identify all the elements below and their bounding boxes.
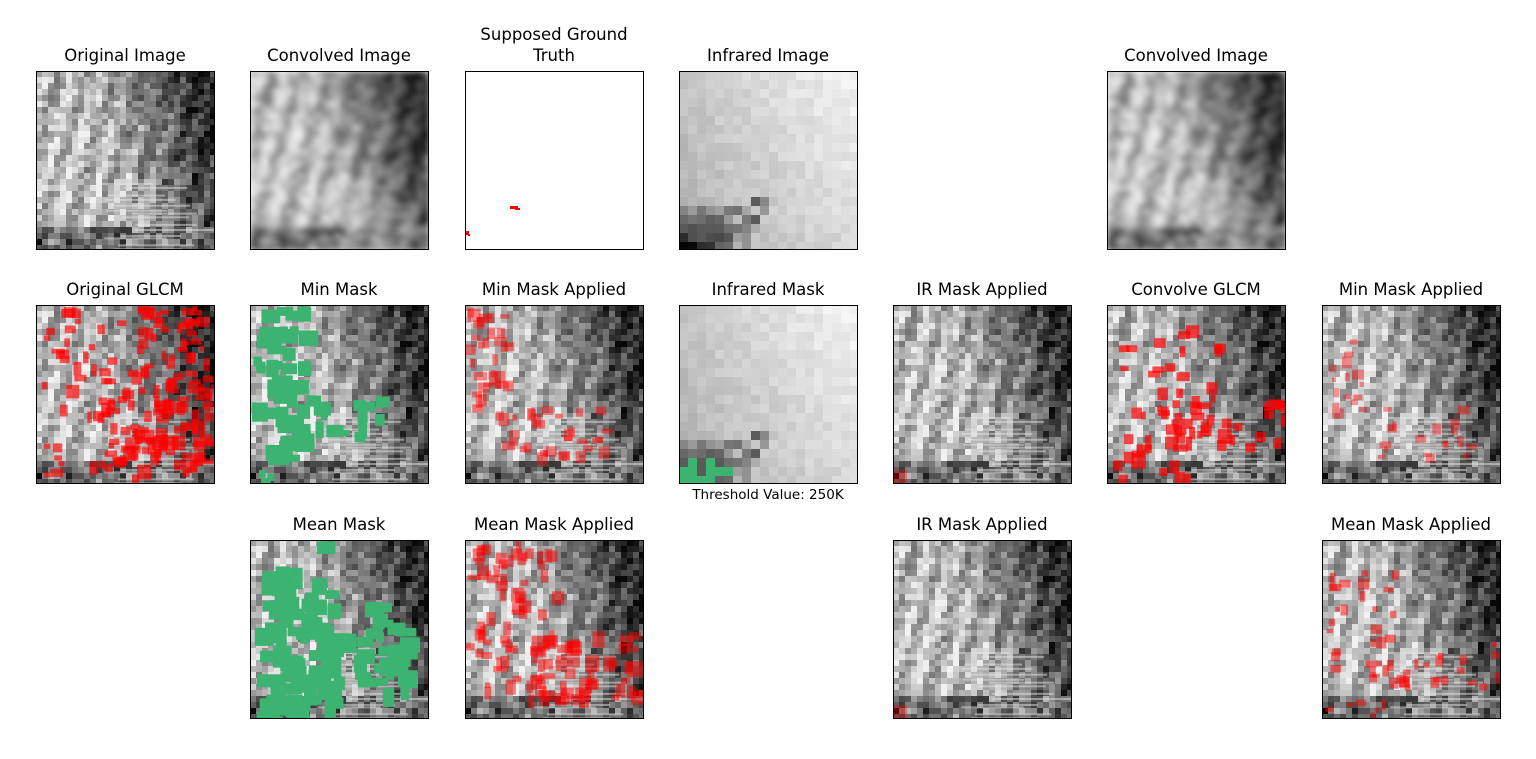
panel-original-glcm: Original GLCM: [36, 280, 215, 484]
panel-image: [1322, 540, 1500, 718]
panel-title: Convolve GLCM: [1131, 280, 1261, 299]
panel-title: Min Mask Applied: [481, 280, 627, 299]
panel-title: Convolved Image: [267, 46, 411, 65]
panel-title: IR Mask Applied: [916, 280, 1048, 299]
panel-title: Original Image: [64, 46, 186, 65]
panel-infrared-mask: Infrared Mask Threshold Value: 250K: [679, 280, 858, 503]
panel-min-mask: Min Mask: [250, 280, 429, 484]
panel-min-mask-applied-2: Min Mask Applied: [1322, 280, 1501, 484]
panel-convolved-image: Convolved Image: [250, 46, 429, 250]
panel-image: [465, 540, 643, 718]
panel-image: [36, 305, 214, 483]
panel-ir-mask-applied: IR Mask Applied: [893, 280, 1072, 484]
panel-image: [1322, 305, 1500, 483]
threshold-caption: Threshold Value: 250K: [692, 487, 844, 503]
panel-ground-truth: Supposed Ground Truth: [465, 25, 644, 250]
panel-infrared-image: Infrared Image: [679, 46, 858, 250]
panel-title: Infrared Image: [707, 46, 829, 65]
panel-title: IR Mask Applied: [916, 515, 1048, 534]
panel-title: Min Mask Applied: [1338, 280, 1484, 299]
panel-image: [1107, 71, 1285, 249]
panel-convolved-image-2: Convolved Image: [1107, 46, 1286, 250]
panel-min-mask-applied: Min Mask Applied: [465, 280, 644, 484]
panel-image: [36, 71, 214, 249]
panel-mean-mask-applied: Mean Mask Applied: [465, 515, 644, 719]
panel-convolve-glcm: Convolve GLCM: [1107, 280, 1286, 484]
panel-title: Convolved Image: [1124, 46, 1268, 65]
panel-image: [465, 305, 643, 483]
panel-image: [893, 540, 1071, 718]
panel-ir-mask-applied-2: IR Mask Applied: [893, 515, 1072, 719]
panel-image: [679, 305, 857, 483]
panel-title: Original GLCM: [66, 280, 184, 299]
panel-title: Mean Mask: [292, 515, 386, 534]
panel-title: Infrared Mask: [711, 280, 825, 299]
panel-title: Min Mask: [300, 280, 378, 299]
panel-image: [250, 71, 428, 249]
panel-title: Mean Mask Applied: [1331, 515, 1491, 534]
panel-mean-mask: Mean Mask: [250, 515, 429, 719]
panel-image: [1107, 305, 1285, 483]
panel-image: [679, 71, 857, 249]
panel-mean-mask-applied-2: Mean Mask Applied: [1322, 515, 1501, 719]
panel-title: Mean Mask Applied: [474, 515, 634, 534]
panel-image: [893, 305, 1071, 483]
panel-image: [250, 540, 428, 718]
panel-image: [250, 305, 428, 483]
panel-title: Supposed Ground Truth: [480, 25, 628, 65]
panel-original-image: Original Image: [36, 46, 215, 250]
panel-image: [465, 71, 643, 249]
